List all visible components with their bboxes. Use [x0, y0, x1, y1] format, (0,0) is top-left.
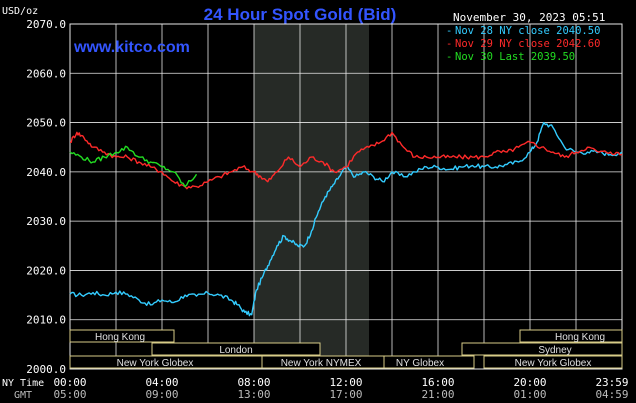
legend-item-nov29: Nov 29 NY close 2042.60 [455, 38, 600, 50]
series-nov30-line [69, 145, 198, 188]
x-tick-ny: 20:00 [513, 376, 546, 389]
legend-item-nov28: Nov 28 NY close 2040.50 [455, 25, 600, 37]
legend: - Nov 28 NY close 2040.50 - Nov 29 NY cl… [446, 25, 600, 63]
session-london-label: London [219, 345, 252, 356]
gmt-label: GMT [14, 390, 32, 401]
y-tick-label: 2040.0 [26, 166, 66, 179]
session-london [151, 342, 321, 356]
session-sydney [461, 342, 623, 356]
session-new-york-globex-left-label: New York Globex [117, 358, 194, 369]
y-tick-label: 2010.0 [26, 314, 66, 327]
legend-item-nov30: Nov 30 Last 2039.50 [455, 51, 575, 63]
x-tick-ny: 00:00 [53, 376, 86, 389]
series-layer [69, 121, 623, 317]
series-nov28-line [69, 121, 623, 317]
nymex-session-shade [254, 24, 369, 369]
x-tick-ny: 08:00 [237, 376, 270, 389]
plot-frame [69, 23, 623, 370]
unit-label: USD/oz [2, 6, 38, 17]
timestamp: November 30, 2023 05:51 [453, 11, 605, 24]
session-hong-kong-right [519, 329, 623, 343]
x-tick-ny: 16:00 [421, 376, 454, 389]
x-tick-gmt: 09:00 [145, 388, 178, 401]
y-tick-label: 2050.0 [26, 117, 66, 130]
session-hong-kong-left-label: Hong Kong [95, 332, 145, 343]
x-tick-gmt: 05:00 [53, 388, 86, 401]
x-tick-gmt: 04:59 [595, 388, 628, 401]
session-ny-globex-mid-label: NY Globex [396, 358, 444, 369]
session-new-york-globex-right-label: New York Globex [515, 358, 592, 369]
y-tick-label: 2030.0 [26, 215, 66, 228]
series-nov29-line [70, 131, 623, 190]
session-new-york-nymex-label: New York NYMEX [281, 358, 362, 369]
session-hong-kong-right-label: Hong Kong [555, 332, 605, 343]
session-sydney-label: Sydney [538, 345, 571, 356]
session-bars: Hong Kong London New York Globex New Yor… [69, 329, 623, 369]
legend-dash-nov28: - [446, 25, 452, 37]
legend-dash-nov30: - [446, 51, 452, 63]
y-tick-label: 2000.0 [26, 363, 66, 376]
x-tick-gmt: 17:00 [329, 388, 362, 401]
legend-dash-nov29: - [446, 38, 452, 50]
x-tick-ny: 12:00 [329, 376, 362, 389]
session-new-york-globex-right [483, 355, 623, 369]
watermark-url: www.kitco.com [73, 39, 190, 56]
chart-title: 24 Hour Spot Gold (Bid) [204, 5, 397, 24]
y-tick-label: 2070.0 [26, 18, 66, 31]
x-tick-gmt: 01:00 [513, 388, 546, 401]
y-tick-label: 2060.0 [26, 67, 66, 80]
session-hong-kong-left [69, 329, 175, 343]
y-axis-labels: 2070.0 2060.0 2050.0 2040.0 2030.0 2020.0 2010… [26, 18, 66, 376]
x-axis-labels: 00:00 04:00 08:00 12:00 16:00 20:00 23:59 05:00… [53, 376, 628, 401]
x-tick-gmt: 13:00 [237, 388, 270, 401]
ny-time-label: NY Time [2, 378, 44, 389]
x-tick-ny: 04:00 [145, 376, 178, 389]
x-tick-gmt: 21:00 [421, 388, 454, 401]
y-tick-label: 2020.0 [26, 264, 66, 277]
x-tick-ny: 23:59 [595, 376, 628, 389]
session-ny-globex-mid [383, 355, 475, 369]
